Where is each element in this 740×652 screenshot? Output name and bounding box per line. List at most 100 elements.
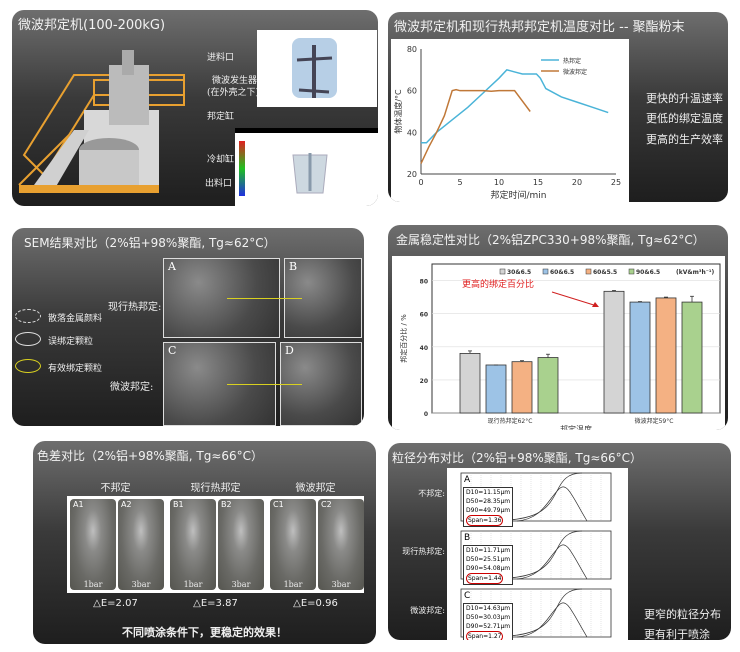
y-tick-label: 40 (420, 345, 428, 352)
stat-d10: D10=11.71μm (466, 547, 511, 554)
y-axis-label: 邦定百分比 / % (399, 314, 408, 363)
y-tick-label: 60 (407, 87, 417, 96)
plate-photo-strip: A1 1bar A2 3bar B1 1bar B2 3bar C1 1bar C2 3bar (67, 496, 364, 593)
microwave-binding-machine-illustration (18, 50, 185, 193)
bar (537, 357, 559, 414)
psd-row-label: 不邦定: (418, 489, 445, 498)
stat-d50: D50=30.03μm (466, 614, 511, 621)
stat-d10: D10=14.63μm (466, 605, 511, 612)
arrowhead-icon (592, 302, 599, 307)
callout-cooling-tank: 冷却缸 (207, 155, 235, 165)
stat-d10: D10=11.15μm (466, 489, 511, 496)
y-tick-label: 0 (424, 411, 428, 418)
span-value: Span=1.27 (466, 631, 504, 640)
x-tick-label: 20 (572, 178, 582, 187)
callout-microwave-generator: 微波发生器 (212, 76, 258, 86)
y-tick-label: 20 (407, 170, 417, 179)
bar (603, 290, 625, 414)
particle-size-figure: A D10=11.15μm D50=28.35μm D90=49.79μm Span=1… (447, 468, 628, 640)
panel-title: SEM结果对比（2%铝+98%聚酯, Tg≈62°C） (24, 236, 276, 250)
sem-comparison-panel: SEM结果对比（2%铝+98%聚酯, Tg≈62°C） 散落金属颜料 误绑定颗粒… (12, 228, 364, 426)
category-label: 现行热邦定62°C (488, 417, 533, 425)
footer-note: 不同喷涂条件下，更稳定的效果！ (122, 626, 287, 639)
legend-loose-pigment: 散落金属颜料 (48, 314, 103, 324)
spray-pressure: 3bar (231, 580, 251, 589)
legend-swatch (499, 268, 506, 275)
legend-unit: (kV&m³h⁻¹) (676, 269, 715, 276)
plate-id: C1 (273, 500, 284, 509)
stat-d90: D90=54.08μm (466, 565, 511, 572)
machine-panel: 微波邦定机(100-200kG) 进料口 微波发生器 (在外壳之下) 邦定缸 冷… (12, 10, 378, 206)
stat-d50: D50=28.35μm (466, 498, 511, 505)
metal-stability-panel: 金属稳定性对比（2%铝ZPC330+98%聚酯, Tg≈62°C） 0 20 40 6… (388, 225, 728, 430)
benefit-efficiency: 更高的生产效率 (646, 133, 723, 146)
span-value: Span=1.44 (466, 573, 504, 584)
category-label: 微波邦定59°C (635, 417, 674, 425)
legend-label: 微波邦定 (563, 68, 587, 76)
plate-id: A2 (121, 500, 132, 509)
image-label: C (168, 344, 177, 357)
panel-title: 金属稳定性对比（2%铝ZPC330+98%聚酯, Tg≈62°C） (396, 233, 705, 247)
coated-panel-photo: A1 1bar (70, 499, 116, 590)
panel-title: 色差对比（2%铝+98%聚酯, Tg≈66°C） (37, 449, 264, 463)
coated-panel-photo: A2 3bar (118, 499, 164, 590)
bar (681, 301, 703, 414)
y-tick-label: 60 (420, 312, 428, 319)
stat-d90: D90=52.71μm (466, 623, 511, 630)
legend-label: 60&5.5 (593, 269, 617, 276)
delta-e-value: △E=3.87 (193, 598, 238, 609)
psd-letter: C (464, 591, 470, 601)
plate-id: B1 (173, 500, 184, 509)
psd-stats: D10=11.15μm D50=28.35μm D90=49.79μm Span=1.… (463, 487, 514, 527)
benefit-spraying: 更有利于喷涂 (644, 628, 710, 640)
zoom-arrow-cd (227, 384, 302, 385)
annotation-label: 更高的绑定百分比 (462, 278, 534, 290)
coated-panel-photo: B1 1bar (170, 499, 216, 590)
particle-size-panel: 粒径分布对比（2%铝+98%聚酯, Tg≈66°C） A D10=11.15μm D… (388, 443, 731, 640)
callout-discharge-outlet: 出料口 (205, 179, 233, 189)
y-tick-label: 40 (407, 128, 417, 137)
binding-percentage-bar-chart: 0 20 40 60 80 现行热邦定62°C 微波邦定59°C 邦定温度 邦定百分比 / % 3… (392, 256, 725, 430)
x-tick-label: 5 (457, 178, 462, 187)
coated-panel-photo: C2 3bar (318, 499, 364, 590)
legend-label: 90&6.5 (636, 269, 660, 276)
spray-pressure: 3bar (131, 580, 151, 589)
coated-panel-photo: B2 3bar (218, 499, 264, 590)
panel-title: 微波邦定机和现行热邦邦定机温度对比 -- 聚酯粉末 (394, 20, 685, 35)
stat-d50: D50=25.51μm (466, 556, 511, 563)
stat-d90: D90=49.79μm (466, 507, 511, 514)
bar (485, 364, 507, 414)
x-tick-label: 25 (611, 178, 621, 187)
yellow-ellipse-icon (15, 359, 41, 373)
legend-effective-bound: 有效绑定颗粒 (48, 364, 103, 374)
panel-title: 粒径分布对比（2%铝+98%聚酯, Tg≈66°C） (392, 451, 643, 465)
spray-pressure: 1bar (183, 580, 203, 589)
plate-id: A1 (73, 500, 84, 509)
legend-swatch (585, 268, 592, 275)
psd-letter: A (464, 475, 471, 485)
benefit-narrow-distribution: 更窄的粒径分布 (644, 608, 721, 621)
x-axis-label: 邦定时间/min (490, 189, 546, 201)
dashed-ellipse-icon (15, 309, 41, 323)
legend-label: 60&6.5 (550, 269, 574, 276)
psd-stats: D10=11.71μm D50=25.51μm D90=54.08μm Span=1.… (463, 545, 514, 585)
bar (511, 361, 533, 414)
bar (655, 297, 677, 414)
y-tick-label: 80 (407, 45, 417, 54)
x-tick-label: 15 (533, 178, 543, 187)
group-label: 微波邦定 (295, 483, 336, 494)
psd-plot: C D10=14.63μm D50=30.03μm D90=52.71μm Span=1… (447, 587, 628, 640)
x-tick-label: 10 (494, 178, 504, 187)
psd-letter: B (464, 533, 470, 543)
image-label: B (289, 260, 298, 273)
group-label: 不邦定 (100, 483, 131, 494)
psd-plot: A D10=11.15μm D50=28.35μm D90=49.79μm Span=1… (447, 471, 628, 529)
y-axis-label: 物体温度/°C (393, 89, 403, 134)
legend-misbound-particle: 误绑定颗粒 (48, 337, 94, 347)
psd-row-label: 现行热邦定: (402, 547, 445, 556)
benefit-heating-rate: 更快的升温速率 (646, 92, 723, 105)
zoom-arrow-ab (227, 298, 302, 299)
white-ellipse-icon (15, 332, 41, 346)
psd-curves: B (460, 530, 612, 580)
